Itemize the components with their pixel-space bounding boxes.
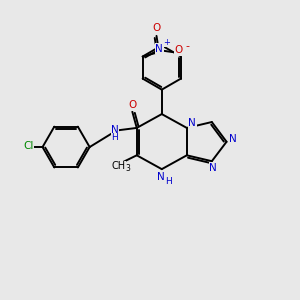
Text: O: O [129, 100, 137, 110]
Text: N: N [229, 134, 237, 144]
Text: N: N [157, 172, 165, 182]
Text: N: N [188, 118, 196, 128]
Text: H: H [165, 177, 172, 186]
Text: CH: CH [111, 161, 125, 172]
Text: O: O [152, 23, 160, 33]
Text: N: N [209, 163, 217, 173]
Text: +: + [164, 38, 170, 47]
Text: N: N [155, 44, 163, 54]
Text: O: O [175, 45, 183, 55]
Text: -: - [185, 40, 189, 51]
Text: H: H [111, 134, 118, 142]
Text: Cl: Cl [23, 142, 34, 152]
Text: 3: 3 [126, 164, 130, 173]
Text: N: N [111, 125, 119, 135]
